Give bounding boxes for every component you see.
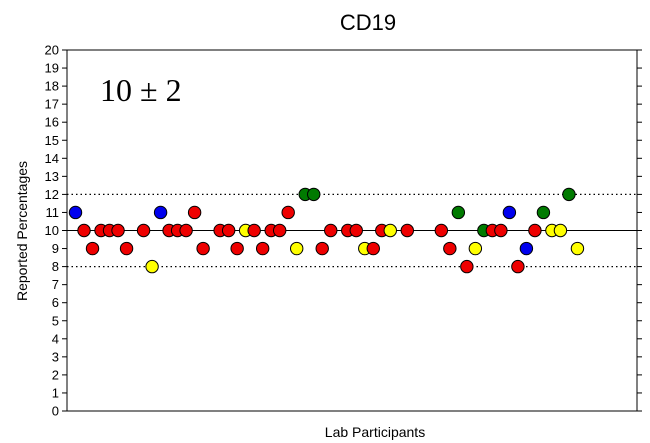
data-point [281,205,295,220]
target-range-annotation: 10 ± 2 [100,72,182,108]
data-point [519,241,534,256]
data-point [528,223,542,238]
y-tick-label: 9 [52,241,59,256]
y-tick-label: 7 [52,277,59,292]
data-point [153,205,168,220]
y-tick-label: 12 [45,187,59,202]
data-point [111,223,125,238]
data-point [324,223,338,238]
y-tick-label: 1 [52,385,59,400]
data-point [494,223,508,238]
data-point [77,223,91,238]
data-point [187,205,202,220]
data-point [179,223,193,238]
data-point [255,241,270,256]
x-axis-label: Lab Participants [325,424,425,440]
data-point [247,223,261,238]
y-tick-label: 11 [46,205,60,220]
data-point [434,223,449,238]
data-point [443,241,457,256]
y-tick-label: 6 [52,295,59,310]
y-tick-label: 15 [45,133,59,148]
data-point [562,187,576,202]
data-point [502,205,517,220]
data-point [383,223,397,238]
data-point [145,259,159,274]
data-point [230,241,244,256]
chart-title: CD19 [340,10,396,35]
y-tick-label: 18 [45,79,59,94]
data-point [400,223,414,238]
data-point [451,205,466,220]
y-tick-label: 20 [45,43,59,58]
y-tick-label: 10 [45,223,59,238]
y-tick-label: 19 [45,61,59,76]
data-point [315,241,329,256]
data-point [119,241,134,256]
y-tick-label: 4 [52,331,59,346]
data-point [553,223,568,238]
data-point [349,223,363,238]
data-point [221,223,236,238]
data-point [307,187,321,202]
y-tick-label: 2 [52,367,59,382]
data-point [196,241,210,256]
y-tick-label: 14 [45,151,59,166]
data-point [460,259,474,274]
y-tick-label: 13 [45,169,59,184]
data-point [85,241,100,256]
y-tick-label: 3 [52,349,59,364]
data-point [511,259,525,274]
data-point [68,205,83,220]
data-point [366,241,380,256]
y-tick-label: 17 [45,97,59,112]
y-tick-label: 5 [52,313,59,328]
data-point [136,223,151,238]
data-point [290,241,304,256]
data-point [570,241,585,256]
y-tick-label: 0 [52,404,59,419]
data-point [468,241,483,256]
data-point [536,205,551,220]
y-tick-label: 16 [45,115,59,130]
y-axis-label: Reported Percentages [14,161,30,301]
data-point [272,223,287,238]
y-tick-label: 8 [52,259,59,274]
